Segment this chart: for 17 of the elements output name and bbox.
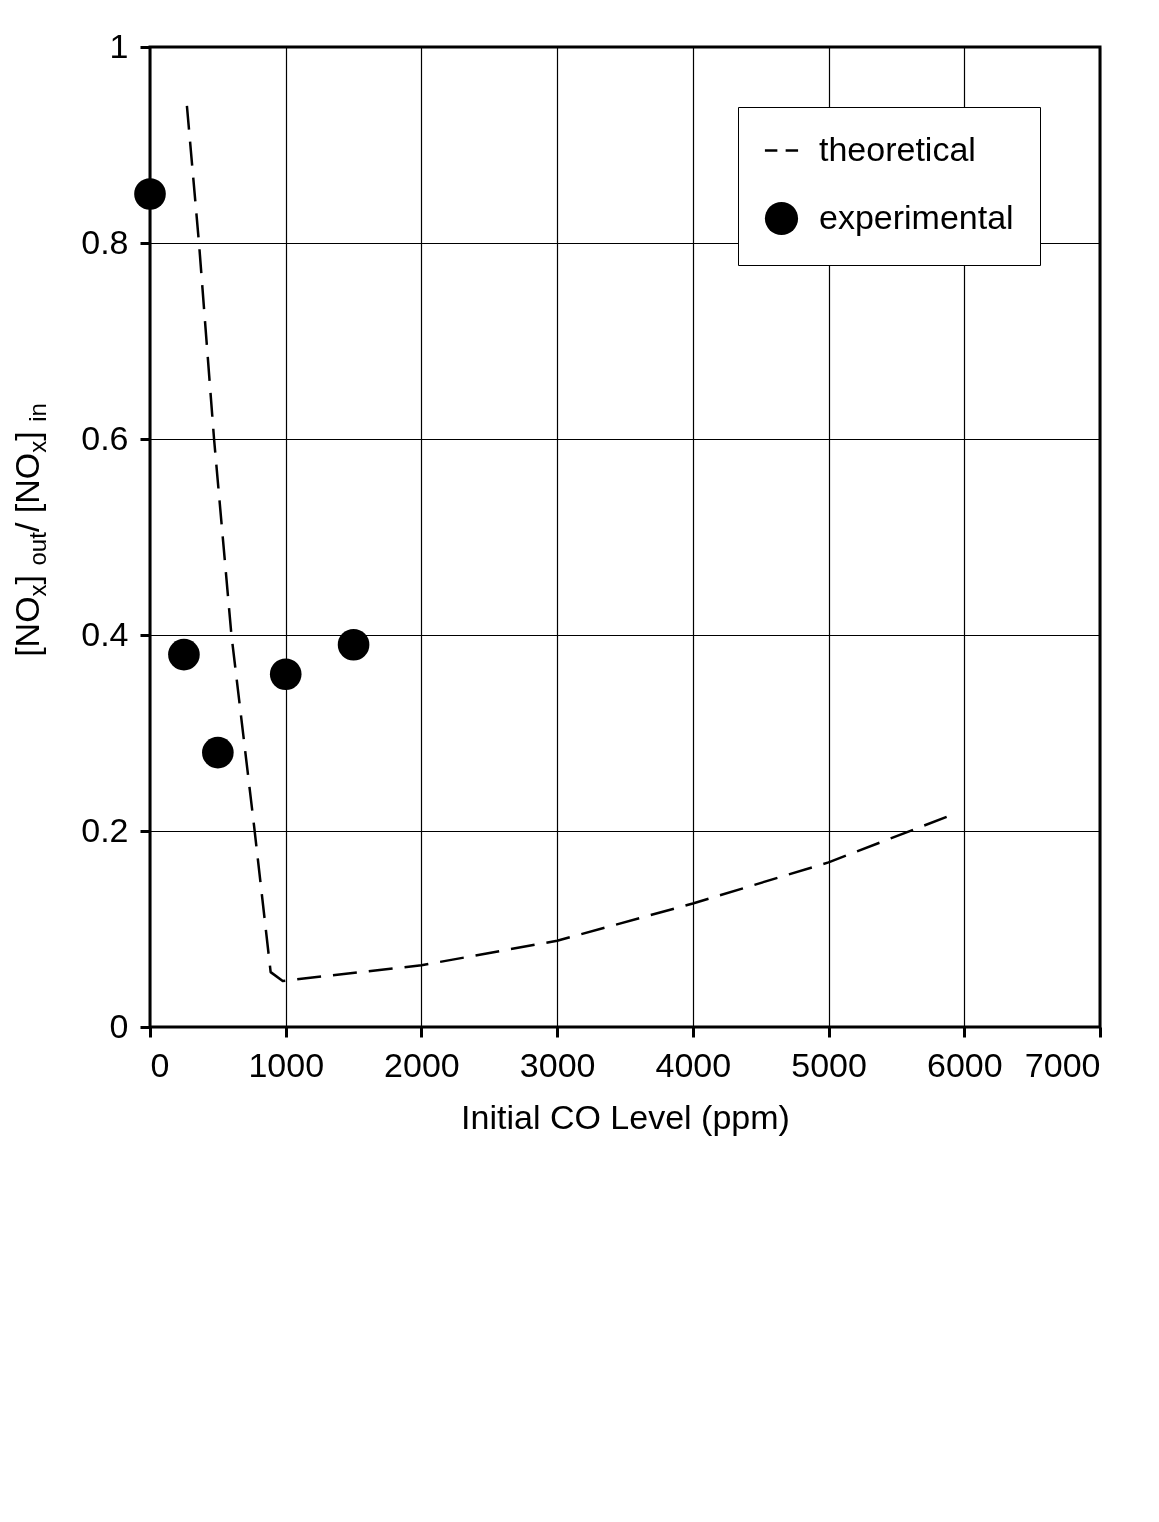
y-tick-label: 1 [109,26,129,65]
y-tick-label: 0.2 [81,810,129,849]
legend-label: experimental [819,197,1014,236]
x-tick-label: 1000 [248,1045,325,1084]
y-tick-label: 0 [109,1006,129,1045]
y-tick-label: 0.6 [81,418,129,457]
y-tick-label: 0.8 [81,222,129,261]
x-tick-label: 6000 [926,1045,1003,1084]
x-tick-label: 2000 [384,1045,460,1084]
x-tick-label: 3000 [519,1045,596,1084]
y-tick-label: 0.4 [81,614,129,653]
x-tick-label: 7000 [1024,1045,1101,1084]
x-tick-label: 5000 [791,1045,867,1084]
legend-label: theoretical [819,129,976,168]
x-axis-title: Initial CO Level (ppm) [461,1097,790,1136]
x-tick-label: 0 [150,1045,170,1084]
x-tick-label: 4000 [655,1045,732,1084]
